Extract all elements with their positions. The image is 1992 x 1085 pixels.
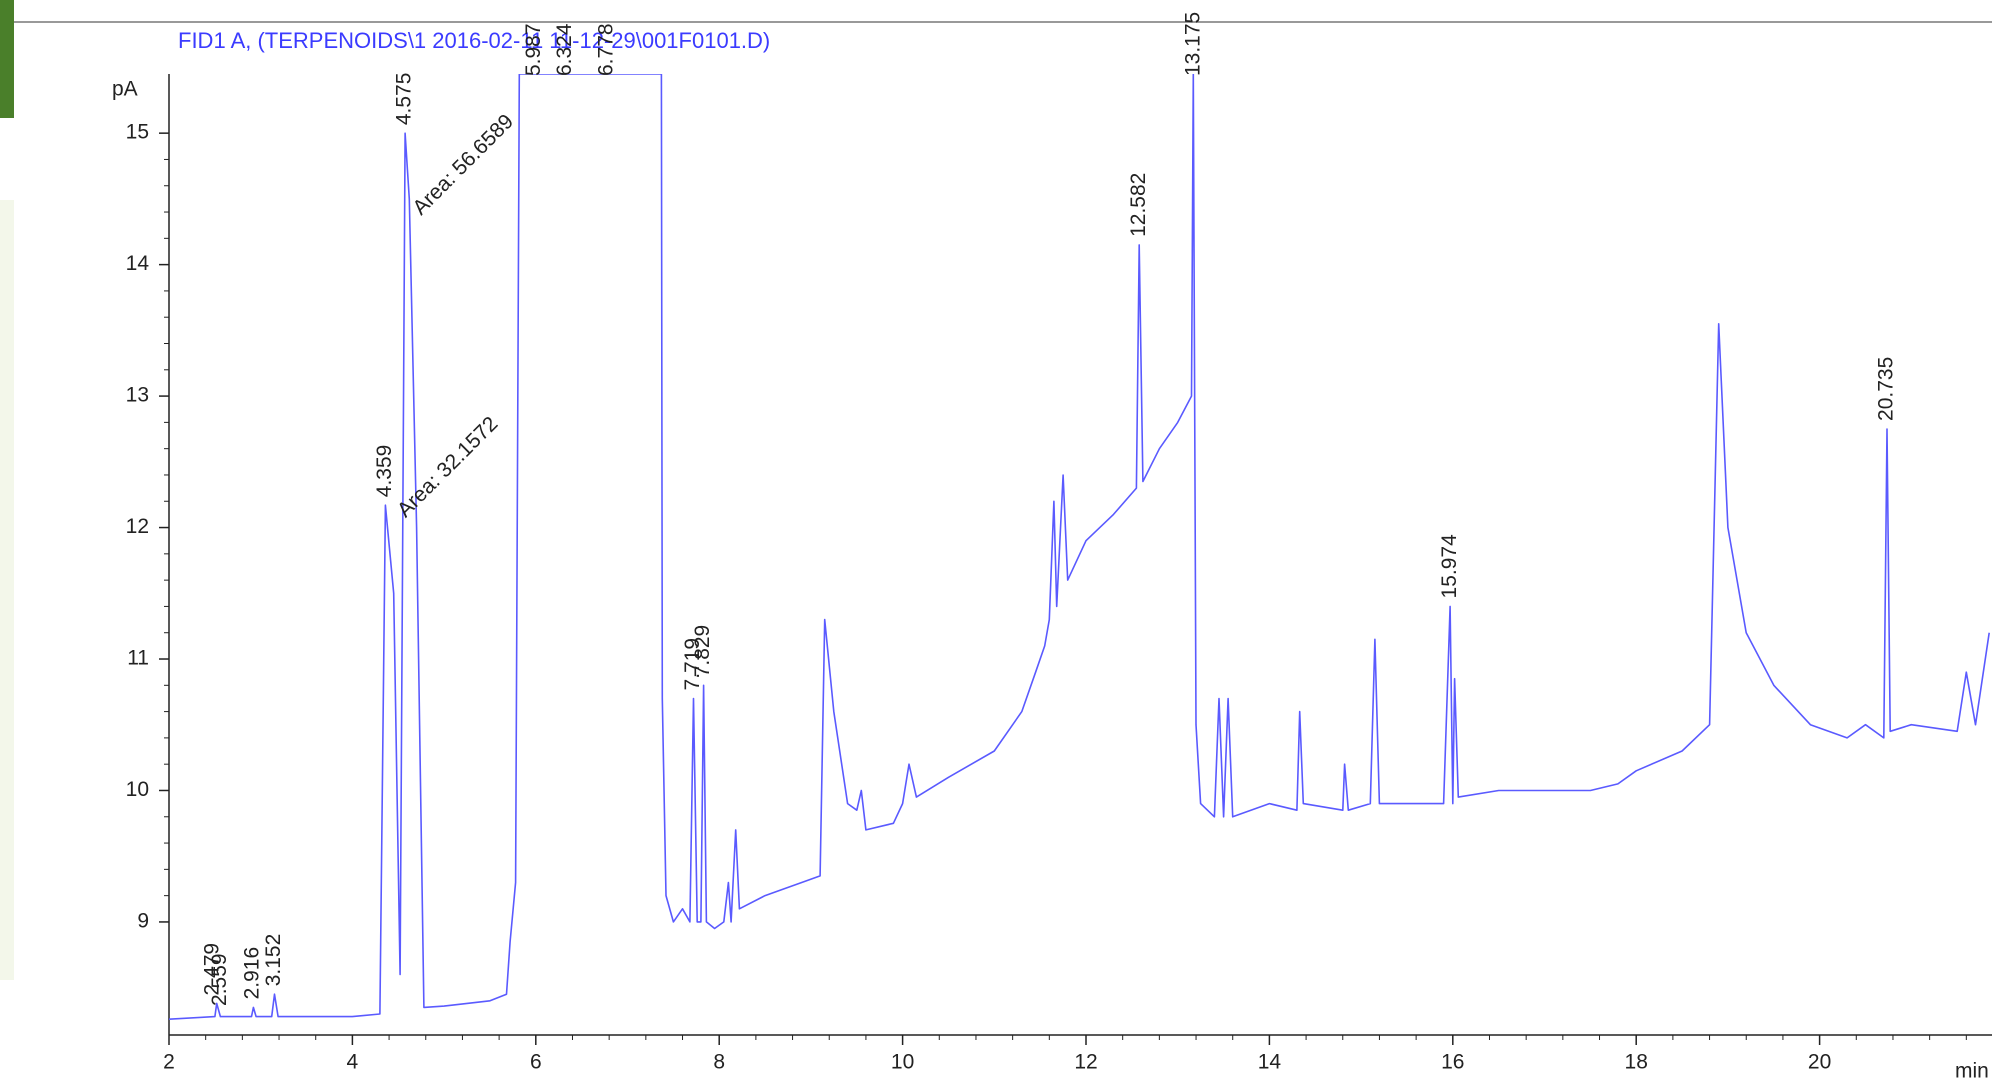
trace-line <box>169 74 1990 1020</box>
area-label: Area: 32.1572 <box>393 412 503 522</box>
peak-label: 2.916 <box>241 947 264 1000</box>
plot-area <box>169 74 1990 1020</box>
peak-label: 5.987 <box>522 23 545 76</box>
x-axis-label: min <box>1955 1060 1989 1083</box>
y-tick-label: 10 <box>126 778 149 801</box>
peak-label: 15.974 <box>1438 534 1461 599</box>
x-tick-label: 6 <box>530 1051 542 1074</box>
area-label: Area: 56.6589 <box>408 110 518 220</box>
x-tick-label: 4 <box>347 1051 359 1074</box>
side-panel <box>0 200 14 980</box>
x-tick-label: 10 <box>891 1051 914 1074</box>
peak-label: 4.575 <box>393 73 416 126</box>
x-tick-label: 18 <box>1625 1051 1648 1074</box>
peak-label: 4.359 <box>373 445 396 498</box>
peak-label: 7.829 <box>691 625 714 678</box>
y-tick-label: 14 <box>126 252 150 275</box>
y-tick-label: 9 <box>137 909 149 932</box>
y-tick-label: 11 <box>127 647 149 670</box>
x-tick-label: 2 <box>163 1051 175 1074</box>
peak-label: 13.175 <box>1181 12 1204 76</box>
x-tick-label: 14 <box>1258 1051 1282 1074</box>
y-tick-label: 12 <box>126 515 149 538</box>
x-tick-label: 20 <box>1808 1051 1831 1074</box>
chart-title: FID1 A, (TERPENOIDS\1 2016-02-11 11-12-2… <box>178 28 770 53</box>
side-strip <box>0 0 14 118</box>
peak-label: 3.152 <box>262 934 285 987</box>
peak-label: 7.719 <box>681 638 704 691</box>
x-tick-label: 16 <box>1441 1051 1464 1074</box>
peak-label: 2.479 <box>200 943 223 996</box>
peak-label: 6.324 <box>553 23 576 76</box>
peak-label: 12.582 <box>1127 173 1150 237</box>
peak-label: 2.559 <box>208 953 231 1006</box>
x-tick-label: 8 <box>713 1051 725 1074</box>
peak-label: 6.778 <box>595 23 618 76</box>
x-tick-label: 12 <box>1074 1051 1097 1074</box>
y-axis-label: pA <box>112 78 138 101</box>
y-tick-label: 13 <box>126 384 149 407</box>
y-tick-label: 15 <box>126 121 149 144</box>
peak-label: 20.735 <box>1875 357 1898 421</box>
